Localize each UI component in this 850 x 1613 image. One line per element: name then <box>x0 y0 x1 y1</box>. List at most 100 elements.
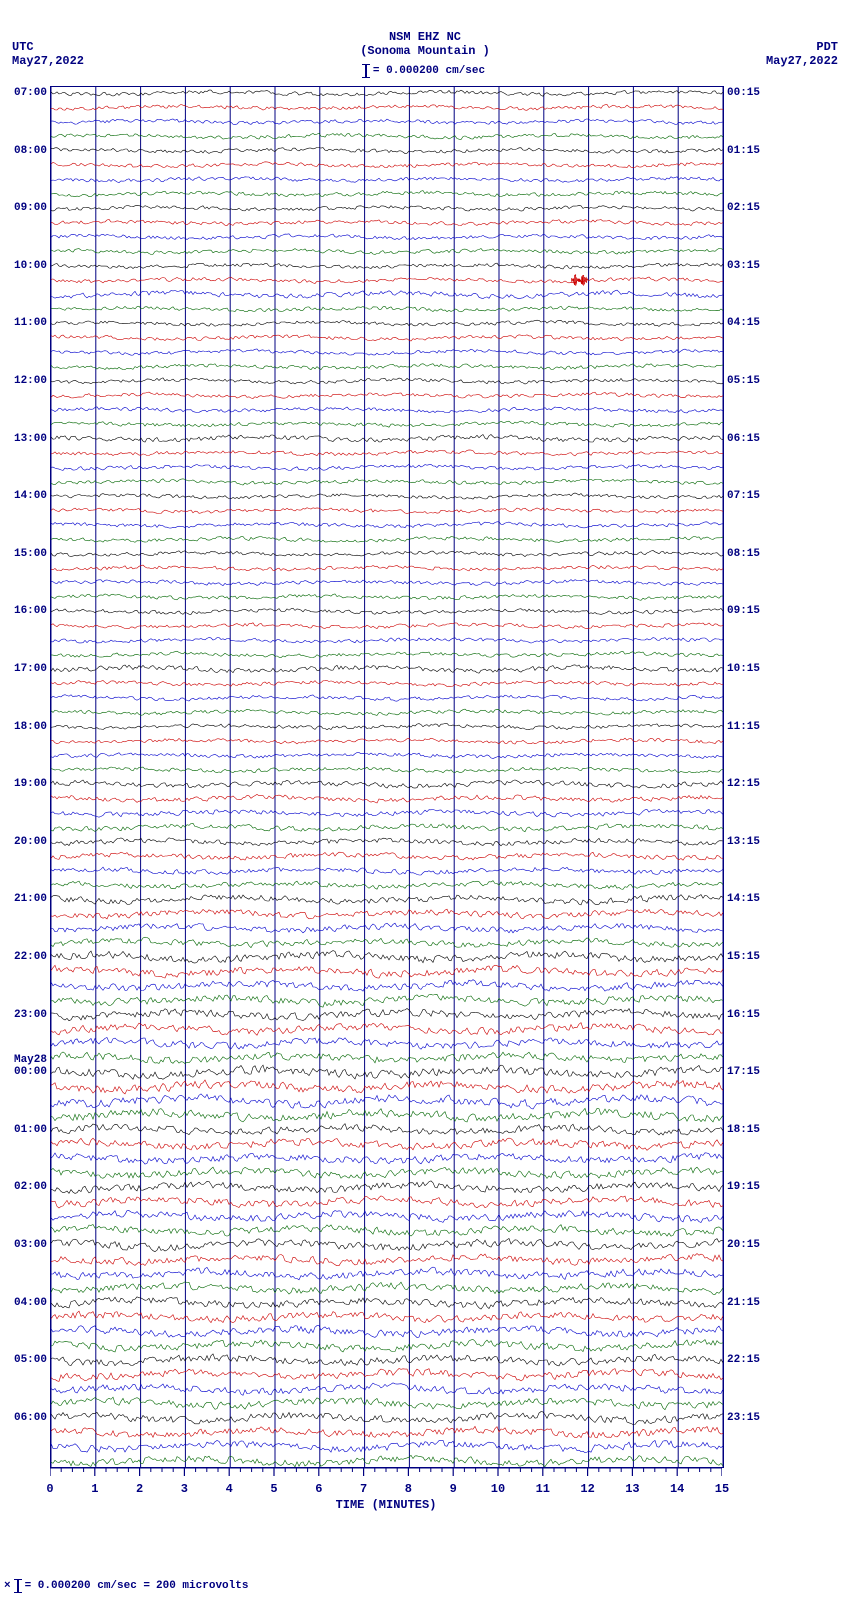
seismic-trace <box>51 493 723 499</box>
seismic-trace <box>51 1138 723 1150</box>
pdt-time-label: 12:15 <box>723 778 760 790</box>
seismic-trace <box>51 980 723 992</box>
utc-time-label: 14:00 <box>14 490 51 502</box>
seismic-trace <box>51 767 723 773</box>
seismic-trace <box>51 378 723 384</box>
utc-time-label: 05:00 <box>14 1354 51 1366</box>
seismic-trace <box>51 1196 723 1208</box>
seismic-trace <box>51 248 723 254</box>
seismic-trace <box>51 407 723 413</box>
seismic-trace <box>51 895 723 905</box>
seismic-trace <box>51 263 723 269</box>
seismic-trace <box>51 277 723 284</box>
seismic-trace <box>51 623 723 629</box>
x-tick-label: 1 <box>91 1482 98 1496</box>
seismic-trace <box>51 1167 723 1178</box>
utc-day-label: May28 <box>14 1054 51 1066</box>
seismic-trace <box>51 838 723 846</box>
x-tick-label: 11 <box>536 1482 550 1496</box>
x-tick-label: 12 <box>580 1482 594 1496</box>
seismic-trace <box>51 1181 723 1194</box>
seismic-trace <box>51 680 723 686</box>
seismic-trace <box>51 1124 723 1135</box>
seismic-trace <box>51 1326 723 1338</box>
seismic-trace <box>51 306 723 312</box>
seismic-trace <box>51 594 723 600</box>
seismic-trace <box>51 709 723 715</box>
utc-time-label: 23:00 <box>14 1009 51 1021</box>
seismic-trace <box>51 665 723 673</box>
seismic-trace <box>51 479 723 485</box>
x-tick-label: 10 <box>491 1482 505 1496</box>
seismic-trace <box>51 738 723 744</box>
utc-time-label: 20:00 <box>14 836 51 848</box>
seismic-trace <box>51 1311 723 1323</box>
x-tick-label: 7 <box>360 1482 367 1496</box>
utc-time-label: 07:00 <box>14 87 51 99</box>
seismic-trace <box>51 1211 723 1223</box>
seismic-trace <box>51 119 723 125</box>
seismic-trace <box>51 1455 723 1467</box>
seismic-trace <box>51 508 723 514</box>
seismic-trace <box>51 1282 723 1295</box>
pdt-time-label: 07:15 <box>723 490 760 502</box>
seismic-trace <box>51 1354 723 1366</box>
pdt-time-label: 15:15 <box>723 951 760 963</box>
seismic-trace <box>51 1267 723 1280</box>
pdt-time-label: 16:15 <box>723 1009 760 1021</box>
seismic-trace <box>51 852 723 860</box>
footer-text-b: 200 microvolts <box>156 1580 248 1592</box>
scale-legend: = 0.000200 cm/sec <box>365 64 485 78</box>
seismic-trace <box>51 823 723 831</box>
seismic-trace <box>51 1297 723 1309</box>
seismic-trace <box>51 1426 723 1438</box>
utc-time-label: 06:00 <box>14 1412 51 1424</box>
pdt-time-label: 14:15 <box>723 893 760 905</box>
x-axis: TIME (MINUTES) 0123456789101112131415 <box>50 1468 722 1528</box>
pdt-time-label: 13:15 <box>723 836 760 848</box>
x-tick-label: 9 <box>450 1482 457 1496</box>
seismic-trace <box>51 809 723 817</box>
seismogram-svg <box>51 87 723 1467</box>
seismic-trace <box>51 1383 723 1395</box>
header: NSM EHZ NC (Sonoma Mountain ) = 0.000200… <box>0 30 850 82</box>
utc-time-label: 09:00 <box>14 202 51 214</box>
seismic-trace <box>51 537 723 543</box>
x-tick-label: 15 <box>715 1482 729 1496</box>
seismic-trace <box>51 723 723 729</box>
seismic-trace <box>51 1369 723 1382</box>
seismic-trace <box>51 234 723 240</box>
seismic-trace <box>51 881 723 890</box>
seismic-trace <box>51 1080 723 1094</box>
seismic-trace <box>51 320 723 326</box>
seismic-trace <box>51 177 723 183</box>
seismic-trace <box>51 335 723 341</box>
x-tick-label: 5 <box>270 1482 277 1496</box>
pdt-time-label: 03:15 <box>723 260 760 272</box>
pdt-time-label: 20:15 <box>723 1239 760 1251</box>
seismic-trace <box>51 148 723 154</box>
seismic-trace <box>51 695 723 702</box>
utc-time-label: 01:00 <box>14 1124 51 1136</box>
seismic-trace <box>51 909 723 919</box>
pdt-time-label: 19:15 <box>723 1181 760 1193</box>
seismic-trace <box>51 1397 723 1410</box>
seismogram-plot: 07:0008:0009:0010:0011:0012:0013:0014:00… <box>50 86 724 1468</box>
pdt-time-label: 09:15 <box>723 605 760 617</box>
seismic-trace <box>51 464 723 470</box>
footer-legend: × = 0.000200 cm/sec = 200 microvolts <box>4 1579 248 1593</box>
station-label: NSM EHZ NC <box>0 30 850 44</box>
utc-time-label: 00:00 <box>14 1066 51 1078</box>
utc-time-label: 13:00 <box>14 433 51 445</box>
x-tick-label: 6 <box>315 1482 322 1496</box>
seismic-trace <box>51 637 723 643</box>
seismic-trace <box>51 1412 723 1425</box>
seismic-trace <box>51 1023 723 1036</box>
seismic-trace <box>51 349 723 355</box>
seismic-trace <box>51 923 723 933</box>
utc-time-label: 22:00 <box>14 951 51 963</box>
scale-bar-icon <box>365 64 367 78</box>
x-tick-label: 14 <box>670 1482 684 1496</box>
pdt-time-label: 18:15 <box>723 1124 760 1136</box>
pdt-time-label: 17:15 <box>723 1066 760 1078</box>
